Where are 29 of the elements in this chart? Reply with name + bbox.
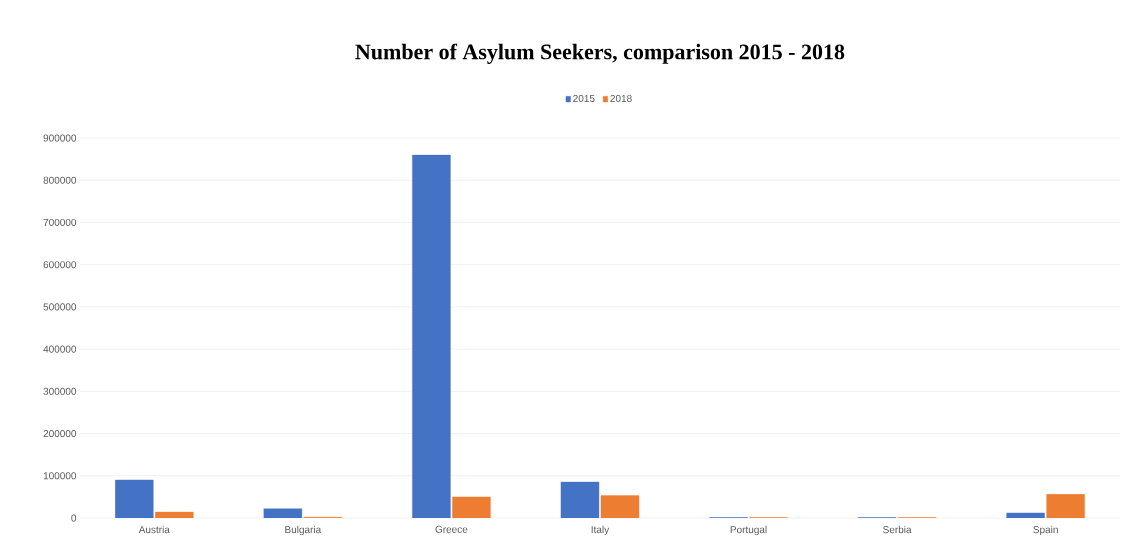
bar [155, 511, 194, 518]
bar [115, 479, 154, 518]
y-tick-label: 0 [71, 514, 77, 522]
bar [560, 481, 600, 518]
y-tick-label: 500000 [43, 303, 77, 311]
y-tick-label: 800000 [43, 176, 77, 184]
x-tick-label: Portugal [730, 525, 767, 536]
y-tick-label: 700000 [43, 218, 77, 226]
y-tick-label: 400000 [43, 345, 77, 353]
x-tick-label: Austria [138, 525, 170, 534]
y-tick-label: 600000 [43, 261, 77, 269]
x-tick-label: Spain [1033, 525, 1058, 536]
bar [1006, 512, 1045, 518]
legend-label: 2018 [610, 94, 632, 102]
x-tick-label: Bulgaria [285, 525, 322, 536]
bar [600, 495, 640, 518]
y-tick-label: 100000 [43, 472, 77, 480]
bar [452, 496, 491, 518]
y-tick-label: 200000 [43, 430, 77, 438]
legend-label: 2015 [573, 94, 595, 102]
x-tick-label: Greece [435, 525, 468, 533]
y-tick-label: 300000 [43, 387, 77, 395]
bar [412, 154, 451, 518]
y-tick-label: 900000 [43, 134, 77, 142]
x-tick-label: Italy [591, 525, 610, 536]
chart-title: Number of Asylum Seekers, comparison 2015 - 2018 [355, 43, 845, 64]
x-tick-label: Serbia [883, 525, 912, 534]
bar [1046, 494, 1085, 518]
bar [263, 508, 303, 518]
